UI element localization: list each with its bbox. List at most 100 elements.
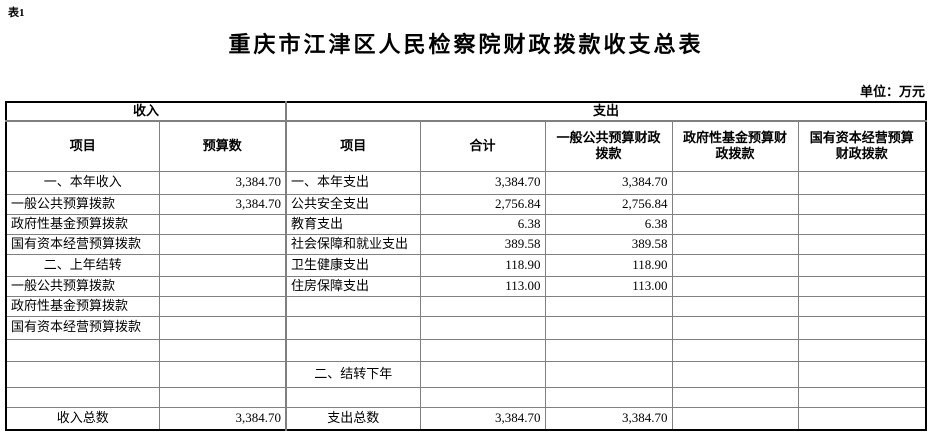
- table-cell: [419, 295, 546, 317]
- table-row: 收入总数 3,384.70 支出总数 3,384.70 3,384.70: [5, 406, 927, 431]
- table-cell: 二、上年结转: [5, 253, 160, 277]
- table-cell: [671, 275, 799, 297]
- table-cell: [797, 406, 927, 431]
- table-cell: 一、本年收入: [5, 170, 160, 195]
- table-cell: 118.90: [544, 253, 673, 277]
- column-header-total: 合计: [419, 120, 546, 172]
- table-cell: 一般公共预算拨款: [5, 275, 160, 297]
- group-header-expenditure: 支出: [285, 101, 927, 122]
- table-cell: [158, 338, 287, 362]
- table-cell: [158, 295, 287, 317]
- table-cell: [797, 295, 927, 317]
- table-cell: [544, 295, 673, 317]
- table-cell: [797, 315, 927, 340]
- group-header-income: 收入: [5, 101, 287, 122]
- table-cell: 教育支出: [285, 213, 421, 235]
- table-cell: [671, 338, 799, 362]
- table-cell: [285, 315, 421, 340]
- column-header-income-item: 项目: [5, 120, 160, 172]
- table-cell: [419, 338, 546, 362]
- table-row: 政府性基金预算拨款 教育支出 6.38 6.38: [5, 213, 927, 235]
- table-cell: 收入总数: [5, 406, 160, 431]
- table-cell: 113.00: [544, 275, 673, 297]
- table-cell: [671, 213, 799, 235]
- table-cell: [5, 360, 160, 388]
- table-cell: 一般公共预算拨款: [5, 193, 160, 215]
- table-cell: [797, 386, 927, 408]
- table-cell: 3,384.70: [544, 406, 673, 431]
- table-cell: 社会保障和就业支出: [285, 233, 421, 255]
- table-cell: 国有资本经营预算拨款: [5, 233, 160, 255]
- table-cell: 一、本年支出: [285, 170, 421, 195]
- table-cell: [671, 193, 799, 215]
- table-number-label: 表1: [8, 7, 25, 19]
- table-cell: 二、结转下年: [285, 360, 421, 388]
- group-header-row: 收入 支出: [5, 101, 927, 122]
- table-cell: [671, 315, 799, 340]
- table-cell: 3,384.70: [419, 170, 546, 195]
- table-cell: [797, 170, 927, 195]
- table-row: [5, 338, 927, 362]
- table-cell: 2,756.84: [544, 193, 673, 215]
- table-cell: [285, 295, 421, 317]
- table-cell: 389.58: [544, 233, 673, 255]
- table-cell: 6.38: [544, 213, 673, 235]
- page-title: 重庆市江津区人民检察院财政拨款收支总表: [228, 32, 704, 57]
- table-cell: [797, 360, 927, 388]
- table-cell: [544, 360, 673, 388]
- table-cell: [671, 253, 799, 277]
- table-cell: 政府性基金预算拨款: [5, 213, 160, 235]
- table-cell: 3,384.70: [544, 170, 673, 195]
- table-cell: [797, 233, 927, 255]
- budget-summary-table: 收入 支出 项目 预算数 项目 合计 一般公共预算财政拨款 政府性基金预算财政拨…: [5, 101, 928, 431]
- table-cell: [671, 295, 799, 317]
- table-row: 国有资本经营预算拨款: [5, 315, 927, 340]
- table-cell: [158, 386, 287, 408]
- table-cell: 住房保障支出: [285, 275, 421, 297]
- table-cell: 3,384.70: [419, 406, 546, 431]
- table-cell: [544, 338, 673, 362]
- column-header-budget-amount: 预算数: [158, 120, 287, 172]
- table-cell: 113.00: [419, 275, 546, 297]
- table-cell: [671, 386, 799, 408]
- table-cell: [671, 170, 799, 195]
- table-cell: 3,384.70: [158, 193, 287, 215]
- table-cell: 389.58: [419, 233, 546, 255]
- table-cell: 支出总数: [285, 406, 421, 431]
- column-header-row: 项目 预算数 项目 合计 一般公共预算财政拨款 政府性基金预算财政拨款 国有资本…: [5, 120, 927, 172]
- table-cell: [158, 213, 287, 235]
- table-cell: [671, 233, 799, 255]
- table-cell: [797, 338, 927, 362]
- table-cell: [285, 338, 421, 362]
- table-cell: [419, 360, 546, 388]
- table-cell: [797, 253, 927, 277]
- table-cell: [419, 315, 546, 340]
- table-cell: [797, 193, 927, 215]
- table-body: 一、本年收入 3,384.70 一、本年支出 3,384.70 3,384.70 一般公共…: [5, 170, 927, 431]
- table-cell: 2,756.84: [419, 193, 546, 215]
- table-cell: [544, 315, 673, 340]
- table-cell: [5, 386, 160, 408]
- table-row: [5, 386, 927, 408]
- table-cell: [158, 275, 287, 297]
- table-cell: [158, 360, 287, 388]
- table-row: 一、本年收入 3,384.70 一、本年支出 3,384.70 3,384.70: [5, 170, 927, 195]
- table-cell: [797, 213, 927, 235]
- table-row: 一般公共预算拨款 3,384.70 公共安全支出 2,756.84 2,756.84: [5, 193, 927, 215]
- table-cell: [544, 386, 673, 408]
- table-cell: 6.38: [419, 213, 546, 235]
- table-cell: [671, 406, 799, 431]
- table-row: 二、上年结转 卫生健康支出 118.90 118.90: [5, 253, 927, 277]
- table-cell: [671, 360, 799, 388]
- table-row: 国有资本经营预算拨款 社会保障和就业支出 389.58 389.58: [5, 233, 927, 255]
- column-header-general-public-budget: 一般公共预算财政拨款: [544, 120, 673, 172]
- table-cell: 118.90: [419, 253, 546, 277]
- table-cell: [158, 253, 287, 277]
- table-cell: [797, 275, 927, 297]
- table-cell: [5, 338, 160, 362]
- table-cell: 国有资本经营预算拨款: [5, 315, 160, 340]
- table-row: 政府性基金预算拨款: [5, 295, 927, 317]
- column-header-state-capital-budget: 国有资本经营预算财政拨款: [797, 120, 927, 172]
- table-cell: [158, 315, 287, 340]
